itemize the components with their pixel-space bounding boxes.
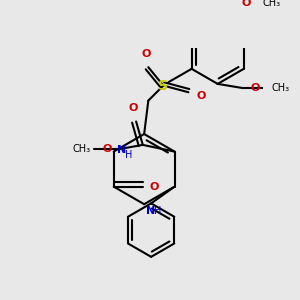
Text: O: O [128, 103, 137, 113]
Text: O: O [242, 0, 251, 8]
Text: H: H [124, 150, 132, 160]
Text: N: N [146, 206, 155, 216]
Text: O: O [197, 91, 206, 100]
Text: H: H [154, 206, 161, 216]
Text: O: O [150, 182, 159, 192]
Text: O: O [250, 83, 260, 93]
Text: CH₃: CH₃ [263, 0, 281, 8]
Text: S: S [158, 79, 168, 93]
Text: CH₃: CH₃ [73, 144, 91, 154]
Text: CH₃: CH₃ [271, 83, 289, 93]
Text: O: O [103, 144, 112, 154]
Text: O: O [142, 49, 151, 59]
Text: N: N [117, 145, 126, 155]
